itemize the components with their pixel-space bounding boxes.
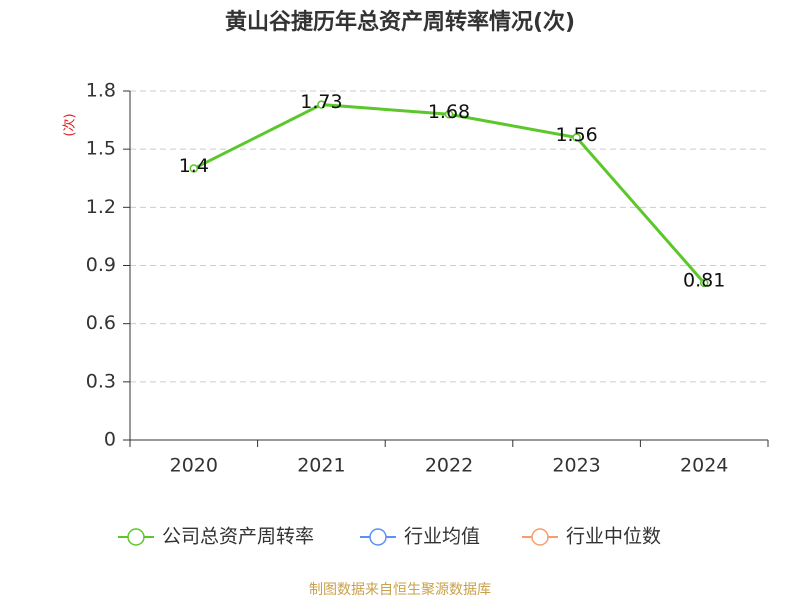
point <box>189 164 199 173</box>
point <box>572 133 581 142</box>
y-axis-label: (次) <box>62 113 78 136</box>
legend-label: 公司总资产周转率 <box>162 526 314 548</box>
y-tick-label: 0.3 <box>86 370 116 392</box>
legend-marker <box>369 528 387 546</box>
data-label: 0.81 <box>683 269 725 291</box>
x-tick-label: 2022 <box>425 455 473 477</box>
legend-marker <box>127 528 145 546</box>
data-label: 1.73 <box>300 91 342 113</box>
legend-label: 行业均值 <box>404 526 480 548</box>
data-label: 1.68 <box>428 101 470 123</box>
x-tick-label: 2024 <box>680 455 728 477</box>
data-label: 1.4 <box>179 155 209 177</box>
y-tick-label: 1.5 <box>86 138 116 160</box>
series-line <box>193 103 706 284</box>
y-tick-label: 0.6 <box>86 312 116 334</box>
y-tick-label: 1.2 <box>86 196 116 218</box>
chart-title: 黄山谷捷历年总资产周转率情况(次) <box>225 9 575 35</box>
point <box>444 110 454 119</box>
y-tick-label: 0 <box>104 429 116 451</box>
legend-marker <box>531 528 549 546</box>
point <box>699 278 709 288</box>
x-tick-label: 2020 <box>170 455 218 477</box>
y-tick-label: 1.8 <box>86 80 116 102</box>
y-tick-label: 0.9 <box>86 254 116 276</box>
x-tick-label: 2023 <box>552 455 600 477</box>
data-label: 1.56 <box>555 124 597 146</box>
point <box>317 100 326 109</box>
source-note: 制图数据来自恒生聚源数据库 <box>309 582 491 598</box>
x-tick-label: 2021 <box>297 455 345 477</box>
legend-label: 行业中位数 <box>566 526 661 548</box>
